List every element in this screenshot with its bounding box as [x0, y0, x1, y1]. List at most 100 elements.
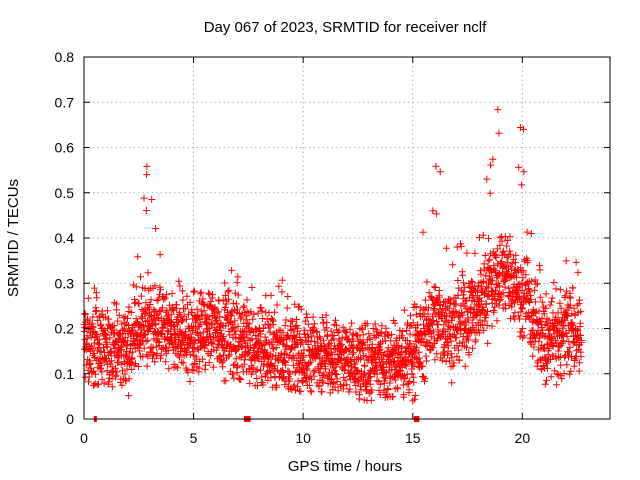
data-point — [519, 274, 527, 282]
y-tick-label: 0.6 — [55, 140, 75, 156]
data-point — [239, 303, 247, 311]
data-point — [325, 340, 333, 348]
data-point — [207, 298, 215, 305]
data-point — [531, 298, 539, 306]
data-point — [548, 294, 556, 302]
data-point — [455, 346, 462, 354]
data-point — [305, 333, 312, 341]
data-point — [278, 276, 286, 284]
data-point — [415, 354, 423, 362]
data-point — [511, 309, 519, 317]
data-point — [145, 304, 153, 312]
data-point — [88, 369, 96, 377]
data-point — [485, 235, 492, 242]
data-point — [136, 347, 144, 355]
y-tick-label: 0.1 — [55, 366, 75, 382]
data-point — [501, 263, 509, 271]
data-point — [489, 277, 497, 285]
data-point — [515, 163, 523, 171]
data-point — [392, 362, 400, 370]
data-point — [512, 251, 520, 259]
data-point — [406, 377, 414, 385]
data-point — [326, 374, 334, 382]
data-point — [487, 161, 495, 169]
data-point — [100, 379, 108, 387]
data-point — [565, 348, 573, 356]
data-point — [307, 358, 314, 366]
data-point — [518, 305, 526, 313]
data-point — [447, 337, 455, 345]
data-point — [206, 352, 214, 360]
data-point — [165, 365, 173, 373]
data-point — [336, 381, 344, 389]
data-point — [560, 315, 568, 323]
data-point — [572, 258, 580, 266]
data-point — [548, 298, 555, 306]
data-point — [541, 380, 549, 388]
data-point — [450, 359, 458, 367]
data-point — [545, 344, 553, 352]
data-point — [292, 316, 300, 323]
data-point — [373, 377, 381, 385]
data-point — [372, 366, 380, 374]
data-point — [279, 367, 287, 374]
data-point — [242, 330, 250, 338]
data-point — [294, 324, 302, 332]
data-point — [266, 328, 274, 336]
data-point — [227, 319, 235, 326]
data-point — [253, 366, 261, 373]
data-point — [445, 304, 453, 312]
data-point — [376, 391, 384, 399]
data-point — [282, 316, 290, 324]
data-point — [283, 304, 291, 312]
data-point — [163, 307, 171, 315]
data-point — [258, 307, 266, 315]
data-point — [304, 330, 312, 338]
data-point — [405, 386, 413, 394]
data-point — [494, 106, 502, 114]
data-point — [142, 337, 150, 345]
data-point — [283, 342, 291, 349]
data-point — [535, 316, 543, 324]
data-point — [135, 363, 143, 370]
data-point — [560, 370, 568, 377]
data-point — [394, 371, 401, 379]
data-point — [142, 309, 150, 317]
data-point — [188, 366, 196, 374]
data-point — [85, 373, 93, 381]
data-point — [416, 358, 424, 366]
data-point — [189, 348, 197, 356]
data-point — [192, 353, 200, 361]
data-point — [214, 308, 222, 316]
data-point — [90, 381, 98, 389]
data-point — [562, 257, 570, 265]
data-point — [97, 320, 105, 328]
data-point — [154, 339, 162, 347]
data-point — [200, 307, 208, 315]
data-point — [283, 335, 290, 343]
data-point — [423, 278, 431, 286]
data-point — [569, 284, 577, 292]
data-point — [354, 367, 362, 375]
data-point — [361, 362, 369, 370]
data-point — [126, 349, 134, 357]
data-point — [101, 326, 109, 334]
data-point — [420, 338, 428, 346]
data-point — [91, 284, 98, 292]
data-point — [85, 378, 92, 386]
data-point — [539, 326, 547, 334]
data-point — [334, 329, 342, 336]
data-point — [571, 310, 579, 318]
data-point — [369, 325, 377, 332]
data-point — [222, 377, 230, 385]
data-point — [575, 359, 583, 367]
data-point — [407, 312, 414, 320]
data-point — [89, 345, 97, 353]
data-point — [216, 313, 224, 321]
data-point — [504, 258, 512, 266]
data-point — [475, 329, 483, 337]
data-point — [205, 359, 213, 367]
data-point — [215, 297, 223, 305]
data-point — [124, 337, 132, 345]
data-point — [334, 387, 342, 395]
